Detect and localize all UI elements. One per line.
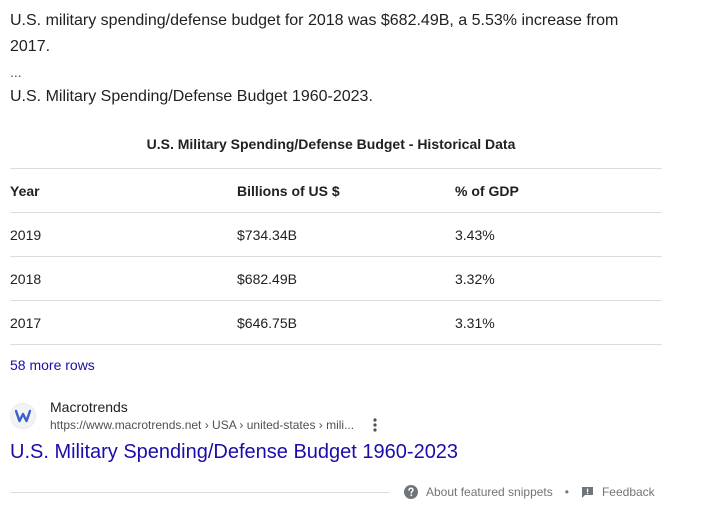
three-dots-vertical-icon[interactable]	[366, 416, 384, 434]
feedback-link[interactable]: Feedback	[581, 485, 655, 499]
cell-billions: $734.34B	[237, 212, 455, 257]
table-header-row: Year Billions of US $ % of GDP	[10, 168, 662, 213]
table-row: 2017 $646.75B 3.31%	[10, 300, 662, 345]
cell-year: 2018	[10, 256, 237, 301]
table-title: U.S. Military Spending/Defense Budget - …	[146, 136, 516, 152]
cell-gdp: 3.43%	[455, 212, 662, 257]
cell-gdp: 3.32%	[455, 256, 662, 301]
about-featured-snippets-link[interactable]: About featured snippets	[404, 485, 553, 499]
more-rows-link[interactable]: 58 more rows	[10, 357, 95, 373]
header-gdp: % of GDP	[455, 168, 662, 213]
snippet-text: U.S. military spending/defense budget fo…	[10, 8, 640, 110]
site-name: Macrotrends	[50, 399, 128, 415]
cell-billions: $682.49B	[237, 256, 455, 301]
table-row: 2019 $734.34B 3.43%	[10, 212, 662, 257]
site-url: https://www.macrotrends.net › USA › unit…	[50, 418, 355, 432]
result-title-link[interactable]: U.S. Military Spending/Defense Budget 19…	[10, 441, 459, 463]
snippet-footer: About featured snippets • Feedback	[404, 483, 655, 501]
source-attribution[interactable]: Macrotrends https://www.macrotrends.net …	[10, 399, 410, 439]
cell-year: 2019	[10, 212, 237, 257]
feedback-label: Feedback	[601, 485, 655, 499]
footer-divider	[10, 492, 390, 493]
about-featured-snippets-label: About featured snippets	[426, 485, 553, 499]
cell-billions: $646.75B	[237, 300, 455, 345]
table-row: 2018 $682.49B 3.32%	[10, 256, 662, 301]
snippet-line-2: 2017.	[10, 38, 51, 55]
snippet-line-1: U.S. military spending/defense budget fo…	[10, 12, 619, 29]
snippet-ellipsis: ...	[10, 64, 22, 80]
snippet-line-3: U.S. Military Spending/Defense Budget 19…	[10, 88, 373, 105]
help-circle-icon	[404, 485, 418, 499]
header-billions: Billions of US $	[237, 168, 455, 213]
cell-gdp: 3.31%	[455, 300, 662, 345]
footer-separator: •	[564, 485, 569, 499]
historical-data-table: Year Billions of US $ % of GDP 2019 $734…	[10, 168, 662, 345]
feedback-icon	[581, 486, 594, 499]
header-year: Year	[10, 168, 237, 213]
cell-year: 2017	[10, 300, 237, 345]
macrotrends-logo-icon	[10, 403, 36, 429]
